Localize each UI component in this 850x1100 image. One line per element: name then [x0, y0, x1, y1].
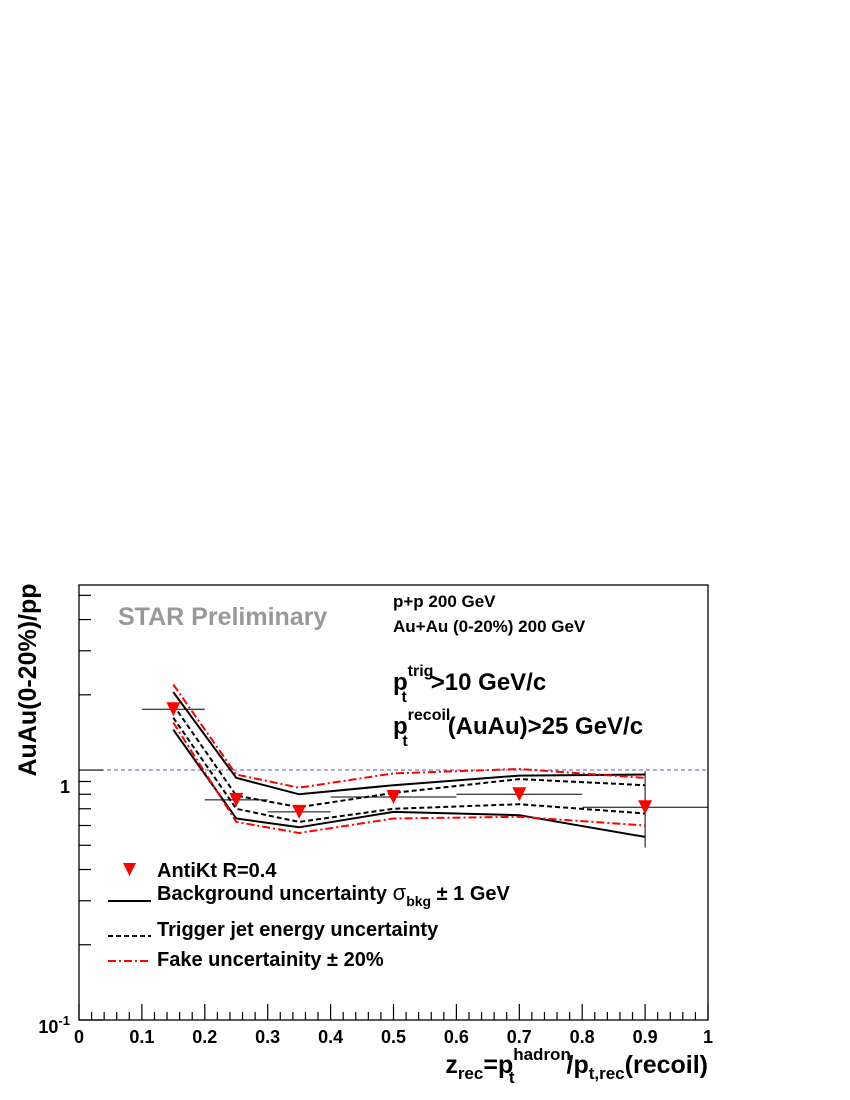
data-point-3 [386, 790, 401, 805]
y-tick-base: 10 [38, 1017, 58, 1037]
x-tick-label-0.4: 0.4 [318, 1027, 343, 1047]
cut2-sub: t [402, 733, 408, 750]
cut1-sub: t [401, 689, 407, 706]
star-preliminary-watermark: STAR Preliminary [118, 603, 327, 631]
legend-label-fake: Fake uncertainity ± 20% [157, 949, 384, 971]
legend-label-bkg: Background uncertainty σbkg ± 1 GeV [157, 880, 511, 909]
cut1-tail: >10 GeV/c [431, 669, 546, 696]
x-title-p2-sub: t,rec [589, 1064, 625, 1083]
recoil-cut: precoil t (AuAu)>25 GeV/c [393, 707, 643, 750]
data-point-4 [512, 787, 527, 802]
band-fake-lower [172, 721, 646, 835]
x-title-p-sup: hadron [513, 1045, 571, 1064]
data-point-0 [166, 702, 181, 717]
legend-marker-antikt [123, 863, 136, 876]
info-auau: Au+Au (0-20%) 200 GeV [393, 617, 586, 636]
x-axis-title: zrec=phadron t/pt,rec(recoil) [445, 1045, 708, 1087]
y-tick-exp: -1 [58, 1013, 70, 1028]
band-fake-upper [172, 683, 646, 789]
cut1-sup: trig [408, 663, 434, 680]
band-trig-upper [172, 704, 646, 809]
x-tick-label-0.3: 0.3 [255, 1027, 280, 1047]
y-tick-label-0.1: 10-1 [38, 1013, 70, 1037]
band-bkg-upper [172, 691, 646, 796]
x-title-slash-p: /p [567, 1051, 589, 1079]
x-tick-label-0.9: 0.9 [633, 1027, 658, 1047]
legend-label-antikt: AntiKt R=0.4 [157, 860, 277, 882]
y-axis-ticks [79, 594, 103, 1021]
data-point-1 [229, 792, 244, 807]
y-axis-title: AuAu(0-20%)/pp [14, 583, 42, 776]
cut2-sup: recoil [408, 707, 451, 724]
legend-bkg-sigma: σ [393, 880, 407, 905]
cut2-p: p [393, 713, 408, 740]
legend-bkg-sub: bkg [406, 893, 431, 909]
x-axis-ticks: 0 0.1 0.2 0.3 0.4 0.5 0.6 0.7 0.8 0.9 1 [74, 1004, 713, 1047]
cut2-tail: (AuAu)>25 GeV/c [448, 713, 643, 740]
legend-bkg-text: Background uncertainty [157, 883, 393, 905]
x-tick-label-0.5: 0.5 [381, 1027, 406, 1047]
x-title-z-sub: rec [458, 1064, 484, 1083]
data-points [141, 702, 708, 848]
x-title-tail: (recoil) [625, 1051, 708, 1079]
legend-label-trig: Trigger jet energy uncertainty [157, 919, 439, 941]
uncertainty-bands [172, 683, 646, 838]
data-point-5 [638, 800, 653, 815]
x-tick-label-0.1: 0.1 [129, 1027, 154, 1047]
x-tick-label-0.6: 0.6 [444, 1027, 469, 1047]
x-tick-label-0.7: 0.7 [507, 1027, 532, 1047]
info-pp: p+p 200 GeV [393, 592, 496, 611]
trigger-cut: ptrig t >10 GeV/c [393, 663, 546, 706]
x-title-eq-p: =p [483, 1051, 513, 1079]
legend: AntiKt R=0.4 Background uncertainty σbkg… [108, 860, 511, 971]
legend-bkg-after: ± 1 GeV [431, 883, 510, 905]
cut1-p: p [393, 669, 408, 696]
x-title-z: z [445, 1051, 458, 1079]
x-tick-label-0.2: 0.2 [192, 1027, 217, 1047]
x-tick-label-0.8: 0.8 [570, 1027, 595, 1047]
x-title-p-sub: t [509, 1068, 515, 1087]
x-tick-label-1: 1 [703, 1027, 713, 1047]
y-tick-label-1: 1 [60, 777, 70, 797]
band-trig-lower [172, 717, 646, 823]
data-point-2 [292, 804, 307, 819]
x-tick-label-0: 0 [74, 1027, 84, 1047]
